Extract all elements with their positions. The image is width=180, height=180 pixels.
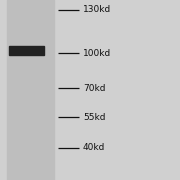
Text: 55kd: 55kd bbox=[83, 112, 105, 122]
Text: 40kd: 40kd bbox=[83, 143, 105, 152]
Text: 70kd: 70kd bbox=[83, 84, 105, 93]
Text: 130kd: 130kd bbox=[83, 5, 111, 14]
Bar bbox=[9, 46, 44, 55]
Bar bbox=[7, 0, 54, 180]
Text: 100kd: 100kd bbox=[83, 49, 111, 58]
